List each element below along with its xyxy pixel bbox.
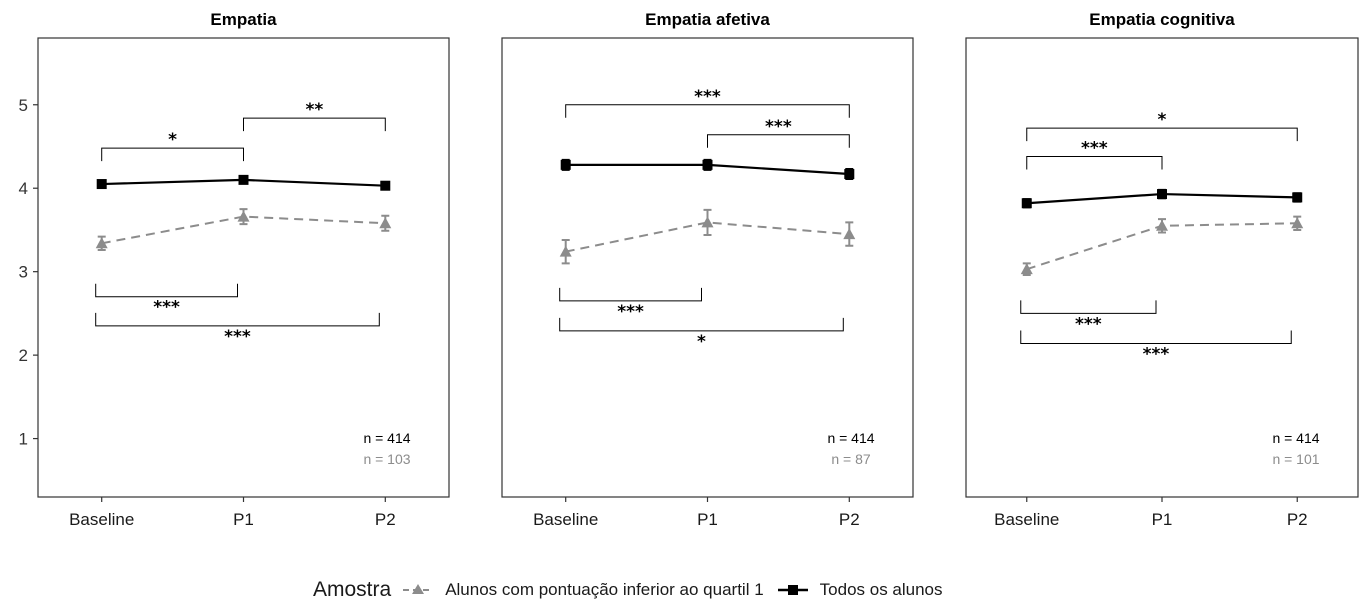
x-tick-label: P2: [839, 510, 860, 529]
significance-bracket: [1026, 127, 1298, 142]
significance-label: ***: [224, 327, 251, 347]
significance-label: ***: [1075, 314, 1102, 334]
significance-bracket: [565, 104, 850, 118]
data-point-triangle: [1020, 263, 1033, 275]
significance-label: ***: [694, 87, 721, 107]
significance-bracket: [559, 287, 702, 302]
plot-frame: [501, 37, 914, 498]
data-point-triangle: [1291, 217, 1304, 229]
significance-label: *: [1158, 110, 1167, 130]
x-tick-label: P2: [1287, 510, 1308, 529]
x-tick-label: Baseline: [533, 510, 598, 529]
n-low-label: n = 103: [363, 451, 410, 467]
chart-title: Empatia afetiva: [645, 10, 770, 29]
data-point-square: [96, 179, 107, 190]
data-point-square: [560, 159, 571, 170]
significance-label: *: [168, 130, 177, 150]
data-point-triangle: [843, 228, 856, 240]
significance-label: ***: [1143, 344, 1170, 364]
x-tick-label: Baseline: [994, 510, 1059, 529]
legend-label-low: Alunos com pontuação inferior ao quartil…: [445, 580, 764, 599]
n-all-label: n = 414: [363, 430, 410, 446]
significance-bracket: [101, 147, 244, 162]
significance-label: ***: [1081, 139, 1108, 159]
data-point-square: [1157, 189, 1167, 200]
x-tick-label: Baseline: [69, 510, 134, 529]
data-point-triangle: [701, 216, 714, 228]
significance-label: ***: [153, 298, 180, 318]
significance-bracket: [243, 117, 386, 132]
data-point-square: [1021, 198, 1032, 209]
plot-frame: [37, 37, 450, 498]
significance-bracket: [1020, 330, 1292, 344]
legend-label-all: Todos os alunos: [819, 580, 943, 599]
x-tick-label: P1: [697, 510, 718, 529]
data-point-triangle: [379, 217, 392, 229]
n-low-label: n = 87: [831, 451, 871, 467]
significance-bracket: [95, 312, 380, 327]
n-all-label: n = 414: [827, 430, 874, 446]
chart-title: Empatia cognitiva: [1089, 10, 1235, 29]
significance-bracket: [559, 317, 844, 332]
y-tick-label: 1: [19, 430, 28, 449]
x-tick-label: P1: [233, 510, 254, 529]
y-tick-label: 2: [19, 346, 28, 365]
legend: Amostra Alunos com pontuação inferior ao…: [0, 575, 1360, 605]
y-tick-label: 4: [19, 179, 28, 198]
significance-bracket: [1026, 156, 1163, 170]
n-all-label: n = 414: [1272, 430, 1319, 446]
n-low-label: n = 101: [1272, 451, 1319, 467]
data-point-triangle: [1156, 219, 1168, 231]
data-point-triangle: [559, 245, 572, 257]
series-line-0: [565, 221, 850, 253]
significance-bracket: [95, 283, 238, 298]
chart-title: Empatia: [210, 10, 277, 29]
data-point-square: [702, 159, 713, 170]
significance-label: ***: [765, 117, 792, 137]
y-tick-label: 3: [19, 263, 28, 282]
y-tick-label: 5: [19, 96, 28, 115]
significance-bracket: [1020, 300, 1157, 314]
data-point-square: [380, 180, 391, 191]
significance-label: ***: [617, 302, 644, 322]
legend-key-dashed-triangle: [403, 584, 434, 594]
x-tick-label: P1: [1152, 510, 1173, 529]
x-tick-label: P2: [375, 510, 396, 529]
data-point-square: [238, 174, 249, 185]
legend-title: Amostra: [313, 578, 392, 601]
data-point-square: [1292, 192, 1303, 203]
data-point-square: [844, 169, 855, 180]
series-line-0: [101, 215, 386, 245]
data-point-triangle: [95, 237, 108, 249]
significance-label: *: [697, 332, 706, 352]
data-point-triangle: [237, 210, 250, 222]
significance-label: **: [306, 100, 324, 120]
significance-bracket: [707, 134, 850, 148]
legend-key-solid-square: [777, 585, 808, 595]
